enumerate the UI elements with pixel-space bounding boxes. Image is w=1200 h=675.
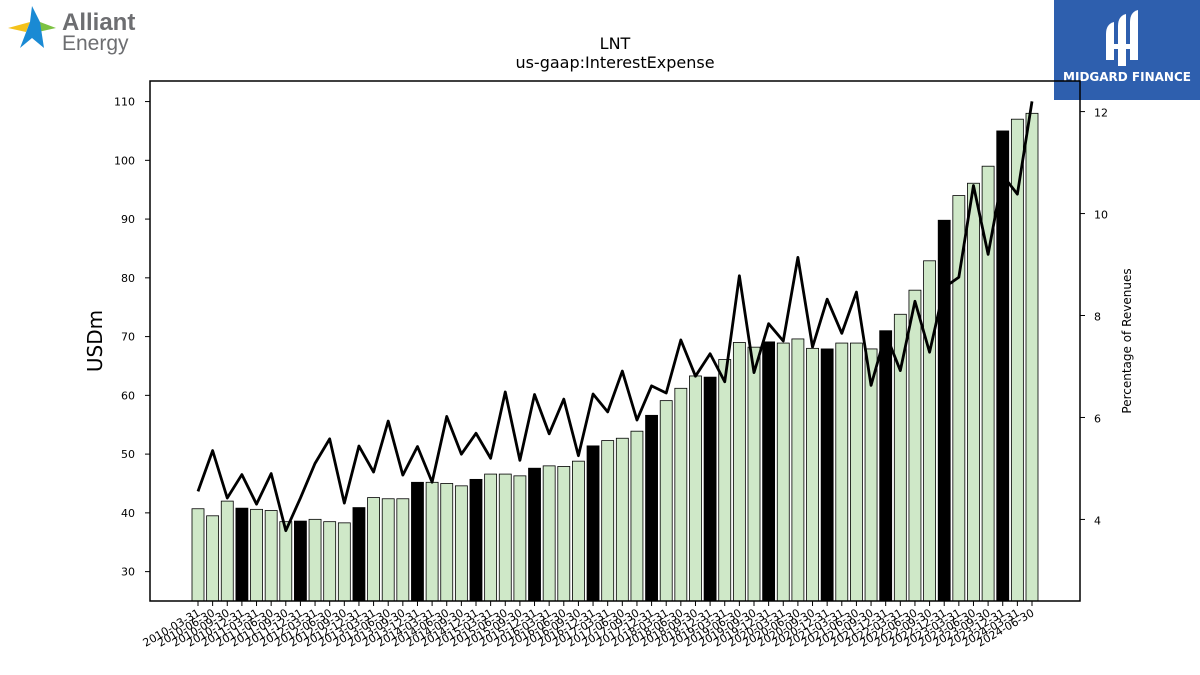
y-tick-label: 60 xyxy=(121,389,135,402)
bar xyxy=(235,507,249,602)
bar xyxy=(645,414,658,602)
y-axis-label: USDm xyxy=(83,310,107,372)
y2-axis-label: Percentage of Revenues xyxy=(1120,268,1134,413)
bar-series xyxy=(191,112,1039,602)
bar xyxy=(820,348,834,602)
bar xyxy=(308,518,322,602)
bar xyxy=(425,481,439,602)
alliant-brand-line2: Energy xyxy=(62,32,129,55)
midgard-mark-icon xyxy=(1106,10,1138,66)
bar xyxy=(689,375,702,602)
bar xyxy=(630,430,644,602)
y2-tick-label: 4 xyxy=(1094,514,1101,527)
bar xyxy=(937,219,951,602)
chart-title: LNT xyxy=(600,34,631,53)
bar xyxy=(498,473,512,602)
y-tick-label: 40 xyxy=(121,507,135,520)
bar xyxy=(352,507,366,602)
bar xyxy=(381,498,395,602)
bar xyxy=(469,478,483,602)
bar xyxy=(220,500,234,602)
chart-subtitle: us-gaap:InterestExpense xyxy=(515,53,714,72)
bar xyxy=(923,260,936,602)
bar xyxy=(703,376,717,602)
bar xyxy=(528,467,541,602)
bar xyxy=(264,510,278,602)
y2-tick-label: 12 xyxy=(1094,107,1108,120)
bar xyxy=(791,338,805,602)
right-axis-ticks: 4 6 8 10 12 xyxy=(1080,107,1108,527)
bar xyxy=(396,498,410,602)
y-tick-label: 50 xyxy=(121,448,135,461)
bar xyxy=(879,330,893,602)
alliant-energy-logo: Alliant Energy xyxy=(8,6,135,55)
bar xyxy=(1025,112,1039,602)
plot-frame xyxy=(149,80,1081,602)
bar xyxy=(454,485,468,602)
bar xyxy=(572,460,585,602)
y-tick-label: 90 xyxy=(121,213,135,226)
bar xyxy=(542,465,556,602)
bar xyxy=(367,497,380,602)
y-tick-label: 100 xyxy=(114,154,135,167)
bar xyxy=(440,483,454,602)
bar xyxy=(294,520,307,602)
bar xyxy=(323,521,337,602)
bar xyxy=(762,341,776,602)
bar xyxy=(206,515,220,602)
bar xyxy=(279,521,293,602)
bar xyxy=(513,475,527,602)
y2-tick-label: 10 xyxy=(1094,209,1108,222)
alliant-star-icon xyxy=(8,6,56,48)
bar xyxy=(337,522,351,602)
left-axis-ticks: 30 40 50 60 70 80 90 100 110 xyxy=(114,96,150,579)
bar xyxy=(191,508,205,602)
y2-tick-label: 8 xyxy=(1094,311,1101,324)
bar xyxy=(615,437,629,602)
bar xyxy=(659,400,673,602)
bar xyxy=(557,466,571,602)
bar xyxy=(732,342,746,602)
bar xyxy=(835,342,849,602)
bar xyxy=(718,359,732,602)
revenue-percentage-line xyxy=(196,101,1034,533)
bar xyxy=(484,473,498,602)
line-series-layer xyxy=(196,101,1034,533)
bar xyxy=(850,342,863,602)
y-tick-label: 80 xyxy=(121,272,135,285)
bar xyxy=(806,347,819,602)
bar xyxy=(747,346,761,602)
y2-tick-label: 6 xyxy=(1094,412,1101,425)
midgard-brand-text: MIDGARD FINANCE xyxy=(1063,70,1191,84)
bar xyxy=(586,445,600,602)
midgard-finance-logo: MIDGARD FINANCE xyxy=(1054,0,1200,100)
bar xyxy=(776,342,790,602)
alliant-brand-line1: Alliant xyxy=(62,9,135,36)
bar xyxy=(601,440,615,602)
x-axis-ticks: 2010-03-312010-06-302010-09-302010-12-31… xyxy=(141,601,1037,650)
y-tick-label: 30 xyxy=(121,566,135,579)
bar xyxy=(908,289,922,602)
bar xyxy=(674,387,688,602)
y-tick-label: 110 xyxy=(114,96,135,109)
bar xyxy=(411,481,424,602)
bar xyxy=(967,182,980,602)
y-tick-label: 70 xyxy=(121,331,135,344)
bar xyxy=(250,508,263,602)
